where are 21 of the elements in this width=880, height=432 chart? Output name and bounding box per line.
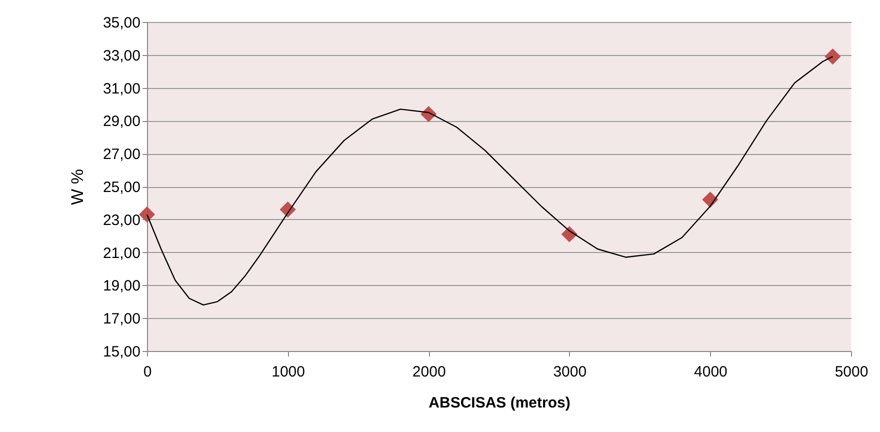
x-tick-label: 4000: [694, 364, 728, 380]
y-tick-label: 25,00: [102, 179, 140, 196]
y-tick-label: 27,00: [102, 146, 140, 164]
x-tick-label: 0: [143, 364, 152, 380]
point: [824, 48, 841, 65]
x-tick-label: 2000: [412, 364, 446, 380]
x-tick-label: 5000: [834, 364, 868, 380]
point: [138, 206, 156, 223]
y-tick-label: 31,00: [102, 80, 140, 98]
y-tick-label: 21,00: [102, 244, 140, 262]
y-tick-label: 29,00: [102, 113, 140, 130]
x-tick-label: 1000: [272, 364, 305, 380]
y-tick-label: 15,00: [102, 344, 140, 360]
x-axis-title: ABSCISAS (metros): [428, 394, 570, 412]
y-tick-label: 17,00: [102, 310, 140, 328]
y-tick-label: 35,00: [102, 14, 140, 32]
y-tick-label: 23,00: [102, 212, 140, 229]
y-tick-label: 19,00: [102, 278, 140, 295]
y-tick-label: 33,00: [102, 47, 140, 64]
x-tick-label: 3000: [553, 364, 587, 380]
y-axis-title: W %: [68, 169, 87, 205]
